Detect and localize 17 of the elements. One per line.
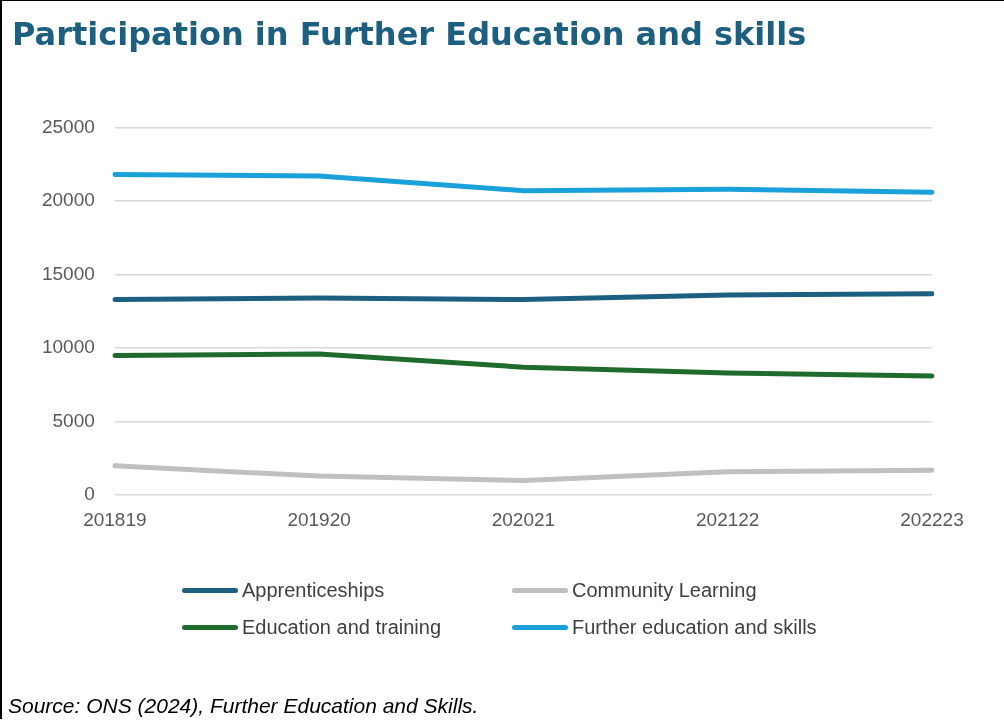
- y-tick-label: 0: [84, 483, 95, 505]
- y-tick-label: 25000: [41, 115, 95, 137]
- chart-title: Participation in Further Education and skills: [12, 15, 807, 53]
- x-tick-label: 202021: [491, 508, 556, 530]
- y-tick-label: 10000: [41, 336, 95, 358]
- y-tick-label: 15000: [41, 262, 95, 284]
- x-tick-label: 201819: [83, 508, 147, 530]
- x-tick-label: 202122: [696, 508, 760, 530]
- source-note: Source: ONS (2024), Further Education and Skills.: [8, 694, 479, 718]
- legend-label: Education and training: [242, 616, 442, 639]
- legend-label: Community Learning: [572, 579, 757, 602]
- y-tick-label: 20000: [41, 189, 95, 211]
- x-tick-label: 202223: [900, 508, 964, 530]
- legend-label: Further education and skills: [572, 616, 817, 639]
- legend-label: Apprenticeships: [242, 579, 385, 602]
- x-tick-label: 201920: [287, 508, 351, 530]
- y-tick-label: 5000: [52, 409, 95, 431]
